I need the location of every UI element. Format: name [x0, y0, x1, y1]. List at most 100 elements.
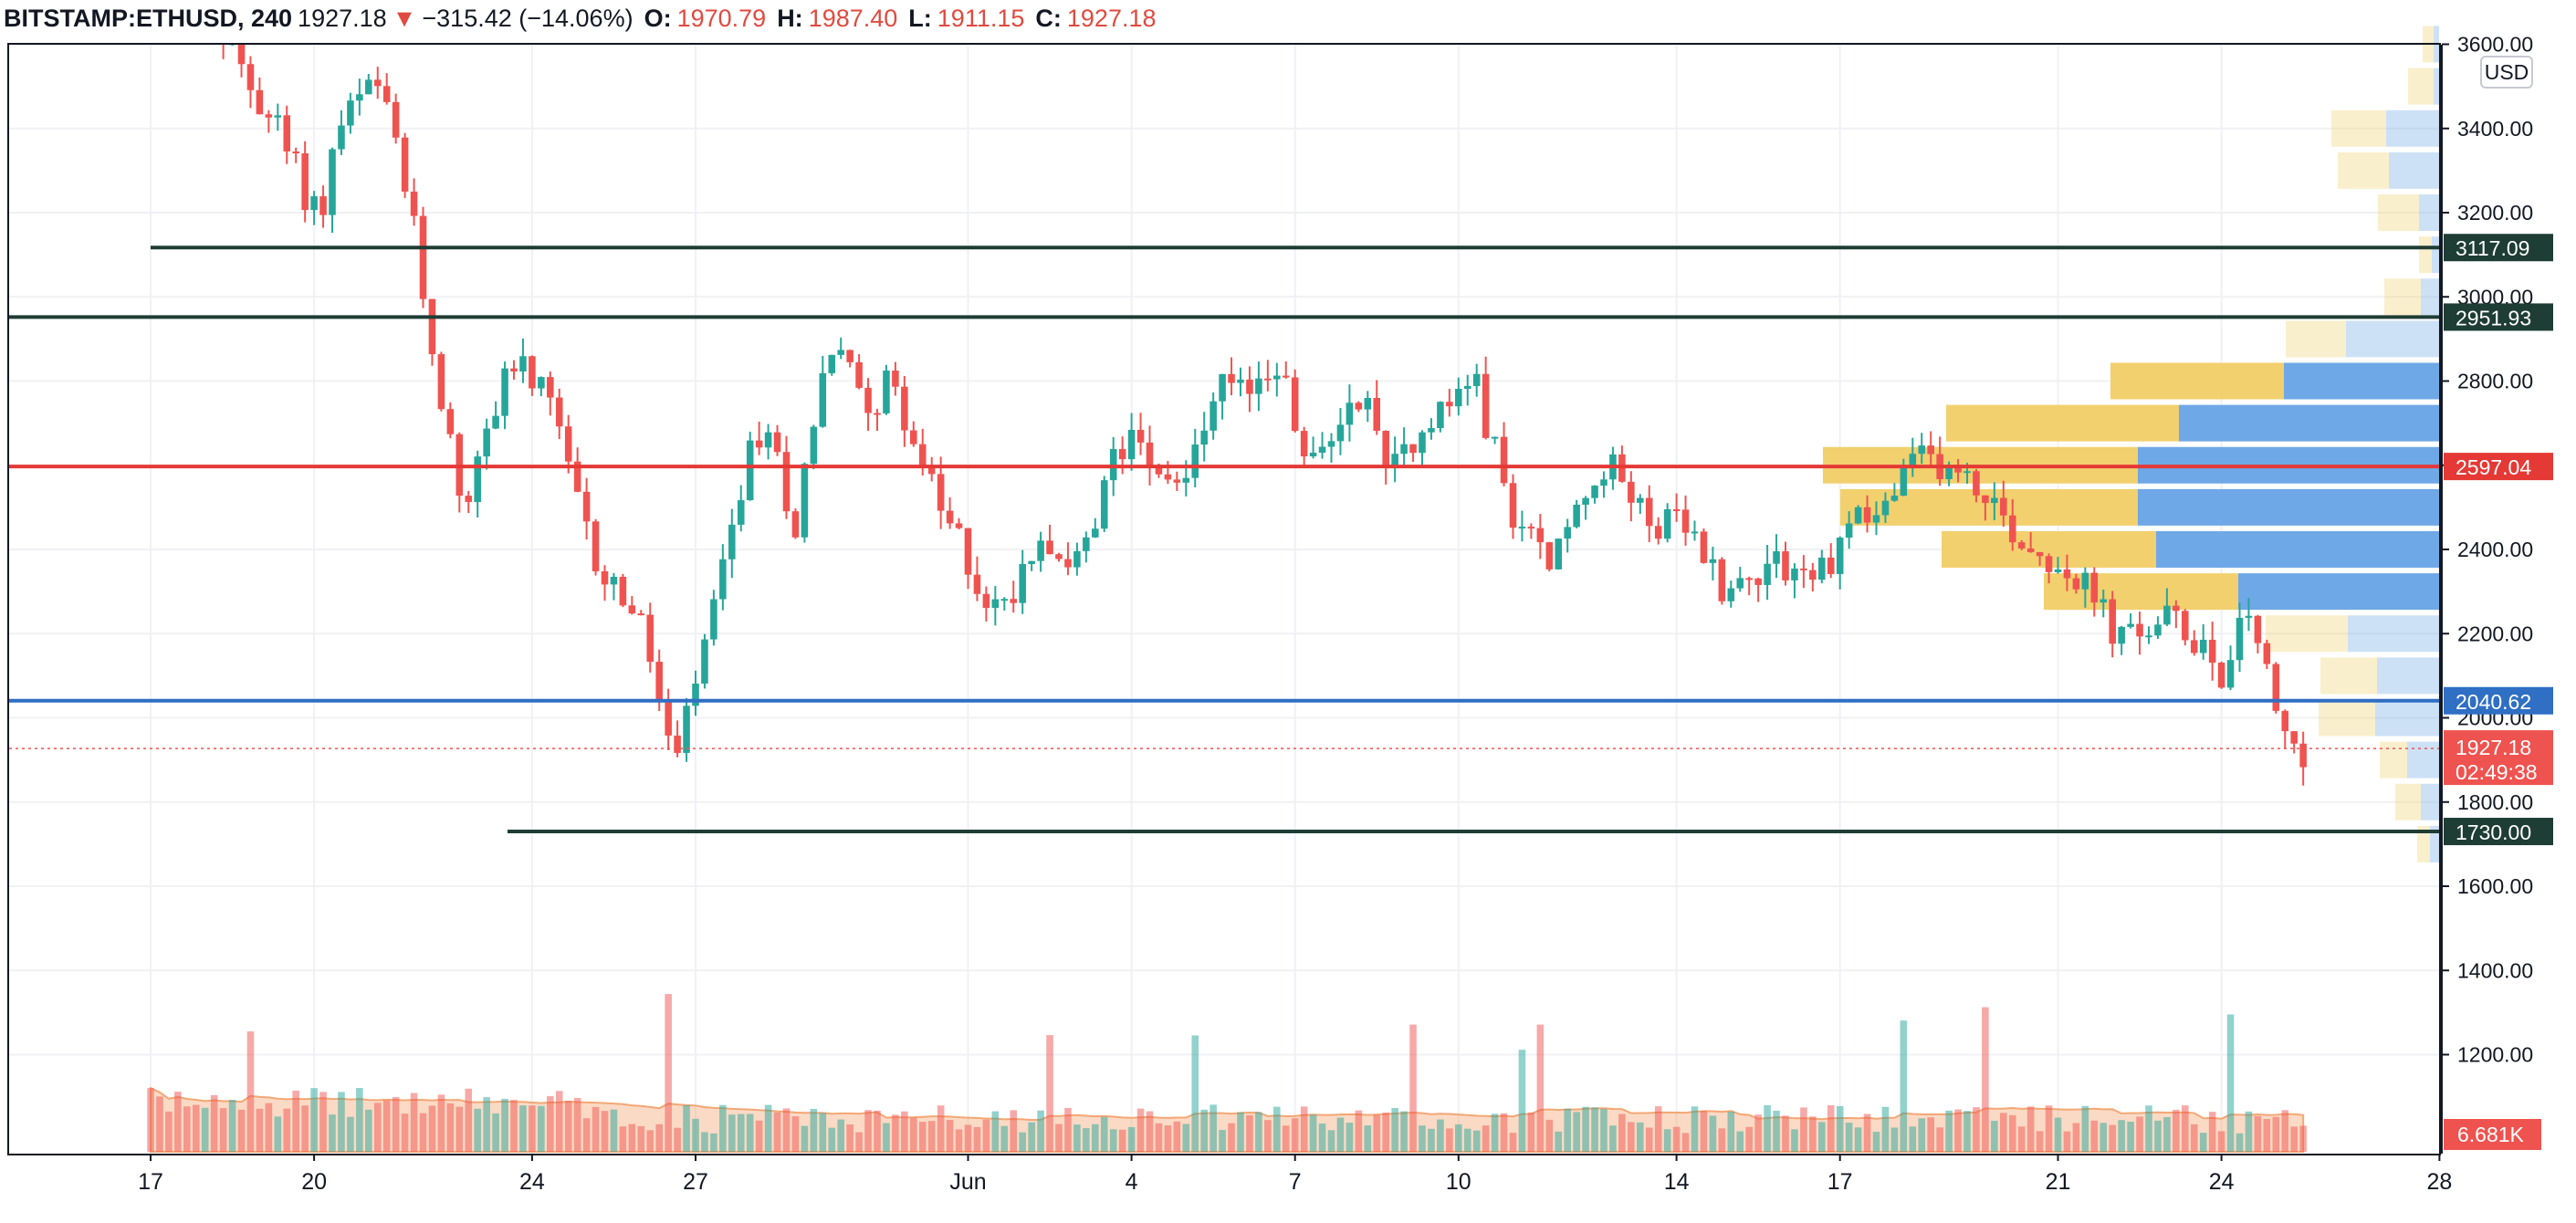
- candle: [1900, 467, 1908, 497]
- volume-bar: [1628, 1122, 1635, 1152]
- candle: [728, 524, 736, 559]
- volume-bar: [864, 1110, 872, 1152]
- candle: [1219, 373, 1226, 402]
- candle: [646, 614, 654, 663]
- candle: [1327, 441, 1335, 447]
- volume-profile-bar-down: [2384, 278, 2421, 316]
- volume-bar: [165, 1111, 173, 1152]
- candle: [1890, 496, 1899, 501]
- candle: [1927, 445, 1934, 455]
- level-tag-box: [2444, 686, 2553, 715]
- volume-bar: [1136, 1108, 1145, 1152]
- candle: [228, 45, 236, 46]
- volume-bar: [410, 1092, 418, 1152]
- candle: [1173, 479, 1181, 483]
- candle: [1555, 538, 1563, 570]
- volume-bar: [1282, 1125, 1290, 1152]
- volume-profile-bar-up: [2156, 531, 2439, 568]
- candle: [555, 397, 563, 427]
- volume-bar: [901, 1111, 908, 1152]
- volume-bar: [2026, 1106, 2035, 1152]
- volume-bar: [737, 1113, 745, 1152]
- volume-bar: [791, 1116, 800, 1152]
- volume-profile-bar-up: [2375, 699, 2439, 737]
- candle: [2100, 599, 2108, 603]
- volume-bar: [183, 1106, 191, 1152]
- candle: [2299, 743, 2307, 768]
- symbol-header: BITSTAMP:ETHUSD, 240 1927.18 ▼ −315.42 (…: [4, 2, 1157, 35]
- volume-bar: [773, 1112, 781, 1152]
- y-tick-label: 1200.00: [2457, 1043, 2533, 1067]
- volume-bar: [1545, 1119, 1554, 1152]
- candle: [1446, 402, 1453, 407]
- volume-bar: [946, 1120, 954, 1152]
- candlestick-series: [202, 0, 2307, 786]
- candle: [2226, 660, 2235, 688]
- candle: [1083, 537, 1090, 551]
- currency-button[interactable]: USD: [2480, 56, 2533, 89]
- candle: [1300, 431, 1308, 457]
- volume-bar: [1764, 1104, 1771, 1152]
- candle: [1291, 377, 1299, 432]
- candle: [1791, 568, 1798, 580]
- candle: [2217, 663, 2225, 688]
- candle: [773, 432, 781, 453]
- volume-profile-bar-down: [2110, 362, 2284, 400]
- volume-profile-bar-down: [2380, 741, 2407, 779]
- volume-bar: [365, 1109, 372, 1152]
- candle: [1318, 446, 1326, 453]
- volume-bar: [373, 1103, 382, 1152]
- candle: [1718, 559, 1726, 601]
- candle: [202, 0, 209, 4]
- volume-bar: [2199, 1133, 2207, 1152]
- volume-bar: [746, 1113, 754, 1152]
- candle: [737, 500, 745, 525]
- x-tick-label: 7: [1289, 1169, 1302, 1195]
- volume-bar: [456, 1106, 464, 1152]
- candle: [338, 125, 345, 150]
- candle: [837, 350, 844, 355]
- volume-bar: [918, 1122, 927, 1152]
- volume-bar: [637, 1125, 645, 1152]
- volume-profile-bar-down: [2417, 825, 2430, 862]
- candle: [274, 115, 282, 118]
- volume-bar: [1727, 1111, 1735, 1152]
- candle: [946, 510, 954, 524]
- volume-bar: [2190, 1124, 2198, 1152]
- volume-bar: [1346, 1123, 1354, 1152]
- volume-bar: [728, 1114, 736, 1152]
- volume-bar: [964, 1124, 972, 1152]
- volume-bar: [1645, 1127, 1653, 1152]
- volume-bar: [1555, 1131, 1563, 1152]
- last-price-label: 1927.18: [2456, 736, 2531, 759]
- volume-bar: [1936, 1127, 1943, 1152]
- candle: [573, 461, 581, 492]
- candle: [1773, 551, 1780, 564]
- volume-bar: [1064, 1107, 1072, 1152]
- level-tag-label: 1730.00: [2456, 821, 2531, 844]
- candle: [710, 599, 717, 640]
- volume-bar: [1291, 1118, 1299, 1152]
- volume-bar: [1428, 1128, 1435, 1152]
- candle: [2090, 572, 2099, 603]
- volume-profile-bar-up: [2386, 110, 2439, 147]
- volume-bar: [1782, 1115, 1789, 1152]
- candle: [991, 599, 1000, 609]
- volume-bar: [1437, 1119, 1444, 1152]
- candle: [1200, 430, 1208, 445]
- last-price: 1927.18: [298, 4, 387, 32]
- candle: [1527, 527, 1535, 529]
- change-arrow-icon: ▼: [392, 4, 417, 32]
- candle: [1945, 465, 1953, 480]
- y-tick-label: 3200.00: [2457, 201, 2533, 225]
- volume-profile-bar-up: [2432, 236, 2439, 274]
- volume-bar: [2290, 1126, 2298, 1152]
- candle: [1419, 432, 1426, 454]
- volume-bar: [1518, 1050, 1526, 1152]
- volume-bar: [519, 1105, 527, 1152]
- volume-bar: [392, 1097, 400, 1152]
- candle: [701, 639, 708, 685]
- symbol-name[interactable]: BITSTAMP:ETHUSD, 240: [4, 4, 293, 32]
- candle: [1754, 578, 1762, 585]
